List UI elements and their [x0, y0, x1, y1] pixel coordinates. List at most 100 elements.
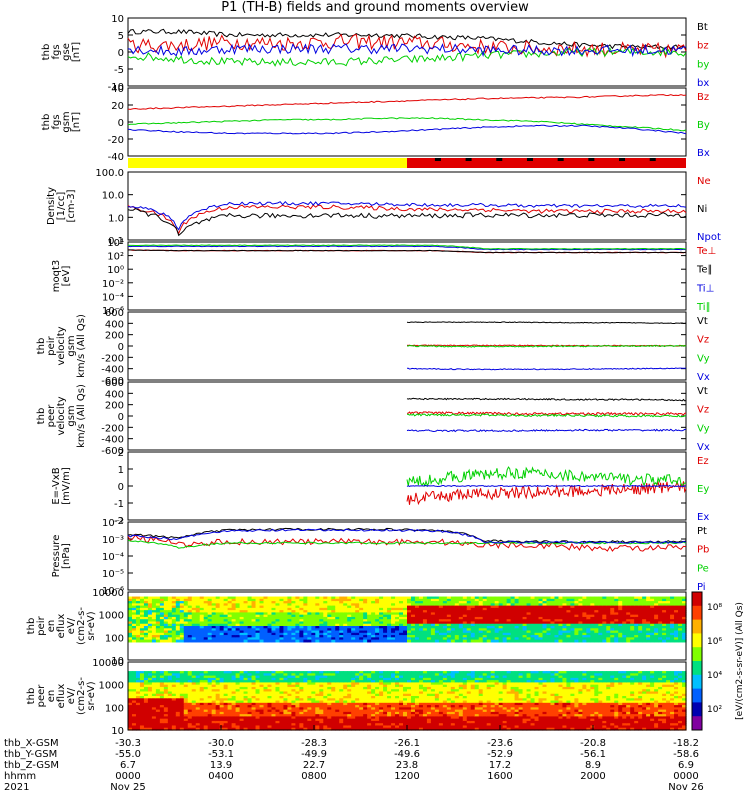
heatmap-cell: [315, 598, 320, 602]
legend-entry: Bz: [697, 92, 709, 103]
heatmap-cell: [128, 596, 133, 600]
heatmap-cell: [247, 671, 253, 674]
heatmap-cell: [323, 707, 328, 711]
heatmap-cell: [410, 675, 416, 679]
heatmap-cell: [203, 725, 209, 729]
heatmap-cell: [131, 610, 137, 613]
heatmap-cell: [355, 705, 360, 708]
heatmap-cell: [347, 725, 352, 729]
heatmap-cell: [494, 603, 500, 607]
heatmap-cell: [371, 671, 376, 674]
heatmap-cell: [319, 705, 324, 708]
heatmap-cell: [267, 635, 273, 638]
heatmap-cell: [546, 612, 552, 616]
heatmap-cell: [391, 614, 396, 618]
heatmap-cell: [179, 720, 185, 724]
heatmap-cell: [422, 612, 428, 616]
heatmap-cell: [235, 614, 241, 618]
heatmap-cell: [670, 607, 675, 611]
heatmap-cell: [303, 607, 308, 611]
heatmap-cell: [678, 598, 683, 602]
heatmap-cell: [331, 684, 336, 688]
heatmap-cell: [383, 612, 388, 616]
heatmap-cell: [203, 596, 209, 600]
heatmap-cell: [175, 686, 181, 690]
heatmap-cell: [335, 698, 340, 702]
heatmap-cell: [430, 614, 436, 618]
heatmap-cell: [275, 610, 281, 613]
heatmap-cell: [399, 684, 404, 688]
heatmap-cell: [251, 675, 257, 679]
heatmap-cell: [267, 675, 273, 679]
heatmap-cell: [351, 607, 356, 611]
mode-mark: [526, 158, 533, 161]
heatmap-cell: [135, 689, 141, 693]
heatmap-cell: [438, 603, 444, 607]
heatmap-cell: [131, 675, 137, 679]
heatmap-cell: [143, 616, 149, 620]
heatmap-cell: [482, 598, 488, 602]
heatmap-cell: [203, 626, 209, 629]
heatmap-cell: [395, 714, 400, 717]
y-axis-label: [mV/m]: [61, 467, 72, 505]
heatmap-cell: [343, 610, 348, 613]
heatmap-cell: [363, 671, 368, 674]
y-axis-label: eflux: [56, 614, 67, 639]
heatmap-cell: [371, 700, 376, 704]
heatmap-cell: [407, 614, 412, 618]
heatmap-cell: [478, 610, 484, 613]
heatmap-cell: [251, 603, 257, 607]
heatmap-cell: [139, 630, 145, 634]
heatmap-cell: [223, 720, 229, 724]
heatmap-cell: [307, 684, 312, 688]
heatmap-cell: [347, 686, 352, 690]
heatmap-cell: [454, 605, 460, 609]
heatmap-cell: [610, 628, 615, 632]
heatmap-cell: [395, 707, 400, 711]
heatmap-cell: [403, 677, 408, 681]
y-tick-label: 10⁻²: [102, 279, 124, 290]
heatmap-cell: [418, 603, 424, 607]
heatmap-cell: [207, 696, 213, 699]
heatmap-cell: [171, 603, 177, 607]
heatmap-cell: [183, 716, 189, 720]
heatmap-cell: [183, 596, 189, 600]
heatmap-cell: [151, 614, 157, 618]
heatmap-cell: [167, 705, 173, 708]
heatmap-cell: [143, 686, 149, 690]
heatmap-cell: [247, 623, 253, 627]
heatmap-cell: [658, 607, 663, 611]
heatmap-cell: [614, 639, 619, 643]
heatmap-cell: [235, 619, 241, 623]
heatmap-cell: [159, 610, 165, 613]
heatmap-cell: [410, 614, 416, 618]
heatmap-cell: [383, 623, 388, 627]
heatmap-cell: [594, 626, 599, 629]
y-tick-label: 10.0: [102, 191, 124, 202]
heatmap-cell: [682, 639, 687, 643]
heatmap-cell: [682, 607, 687, 611]
heatmap-cell: [179, 691, 185, 695]
heatmap-cell: [343, 677, 348, 681]
heatmap-cell: [359, 621, 364, 625]
heatmap-cell: [179, 680, 185, 683]
heatmap-cell: [223, 714, 229, 717]
heatmap-cell: [163, 621, 169, 625]
heatmap-cell: [179, 607, 185, 611]
heatmap-cell: [542, 612, 548, 616]
heatmap-cell: [159, 725, 165, 729]
heatmap-cell: [267, 603, 273, 607]
heatmap-cell: [594, 605, 599, 609]
heatmap-cell: [359, 689, 364, 693]
heatmap-cell: [275, 635, 281, 638]
heatmap-cell: [247, 693, 253, 697]
heatmap-cell: [191, 675, 197, 679]
heatmap-cell: [546, 610, 552, 613]
heatmap-cell: [379, 677, 384, 681]
heatmap-cell: [207, 623, 213, 627]
heatmap-cell: [251, 725, 257, 729]
heatmap-cell: [307, 639, 312, 643]
heatmap-cell: [650, 612, 655, 616]
heatmap-cell: [231, 723, 237, 727]
heatmap-cell: [267, 621, 273, 625]
